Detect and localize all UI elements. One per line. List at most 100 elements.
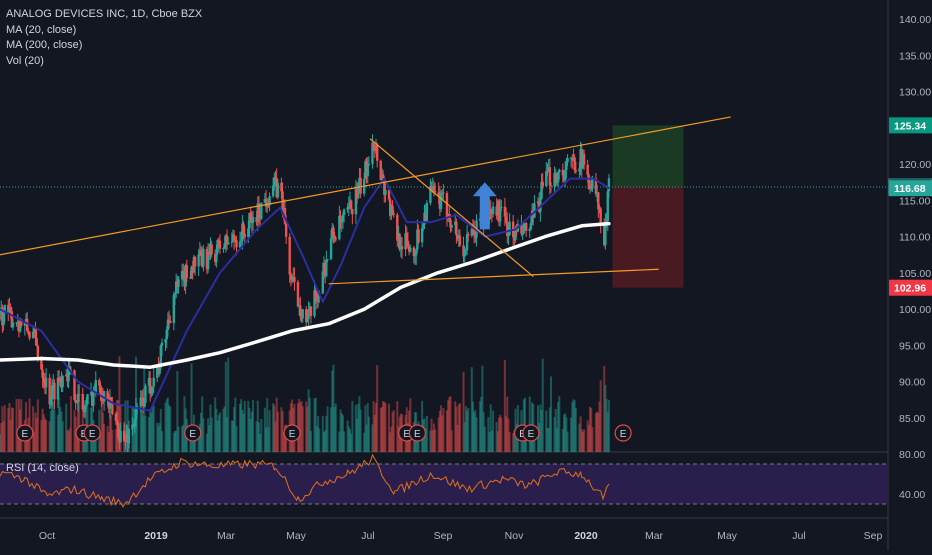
volume-bar [142, 415, 145, 452]
candle-body [247, 228, 250, 238]
candle-body [340, 220, 343, 223]
volume-bar [497, 417, 500, 452]
volume-bar [366, 403, 369, 452]
legend-rsi[interactable]: RSI (14, close) [6, 462, 79, 474]
candle-body [85, 404, 88, 407]
candle-body [276, 183, 280, 198]
candle-body [445, 193, 449, 217]
candle-body [299, 305, 302, 317]
volume-bar [103, 423, 106, 452]
time-tick-label: Sep [434, 530, 453, 542]
candle-body [74, 399, 77, 403]
candle-body [400, 245, 404, 250]
volume-bar [298, 399, 301, 452]
candle-body [396, 214, 399, 241]
volume-bar [545, 410, 548, 452]
volume-bar [207, 418, 210, 452]
volume-bar [470, 367, 473, 452]
candle-body [83, 406, 87, 412]
rsi-band [0, 464, 888, 504]
volume-bar [248, 407, 251, 452]
volume-bar [33, 431, 36, 452]
volume-bar [176, 371, 179, 452]
volume-bar [358, 396, 361, 452]
volume-bar [0, 423, 3, 452]
candle-body [268, 196, 271, 206]
legend-ma20[interactable]: MA (20, close) [6, 23, 77, 36]
candle-body [375, 145, 379, 161]
volume-bar [317, 416, 320, 452]
volume-bar [230, 420, 233, 452]
volume-bar [56, 414, 59, 452]
volume-bar [578, 423, 581, 452]
candle-body [357, 184, 360, 199]
candle-body [541, 181, 544, 187]
candle-body [605, 221, 608, 223]
candle-body [540, 181, 543, 199]
volume-bar [28, 398, 31, 452]
volume-bar [346, 420, 349, 452]
candle-body [27, 330, 30, 332]
legend-symbol[interactable]: ANALOG DEVICES INC, 1D, Cboe BZX [6, 8, 203, 20]
volume-bar [12, 408, 15, 452]
candle-body [288, 236, 291, 275]
legend-ma200[interactable]: MA (200, close) [6, 39, 83, 52]
candle-body [455, 221, 458, 236]
legend-volume[interactable]: Vol (20) [6, 54, 44, 67]
candle-body [36, 345, 40, 359]
volume-bar [36, 399, 39, 452]
earnings-marker [83, 424, 101, 442]
candle-body [341, 215, 345, 221]
volume-bar [449, 396, 452, 452]
volume-bar [168, 405, 171, 452]
price-label-text: 116.68 [894, 183, 926, 195]
candle-body [296, 281, 300, 307]
volume-bar [222, 408, 225, 452]
candle-body [122, 430, 126, 441]
volume-bar [437, 417, 440, 452]
volume-bar [272, 403, 275, 452]
candle-body [48, 377, 51, 405]
candle-body [159, 345, 163, 368]
volume-bar [315, 426, 318, 452]
candle-body [78, 393, 81, 395]
volume-bar [380, 406, 383, 452]
volume-bar [539, 404, 542, 452]
candle-body [23, 322, 27, 326]
volume-bar [462, 371, 465, 452]
candle-body [9, 307, 12, 312]
volume-bar [583, 429, 586, 452]
candle-body [284, 223, 288, 237]
volume-bar [321, 415, 324, 452]
volume-bar [490, 430, 493, 452]
volume-bar [255, 421, 258, 452]
volume-bar [564, 413, 567, 452]
candle-body [127, 429, 131, 444]
candle-body [387, 189, 391, 200]
volume-bar [268, 410, 271, 452]
candle-body [193, 256, 197, 267]
volume-bar [604, 384, 607, 452]
candle-body [0, 312, 2, 314]
volume-bar [43, 418, 46, 452]
candle-body [119, 430, 122, 443]
volume-bar [455, 406, 458, 452]
candle-body [182, 270, 185, 272]
candle-body [165, 329, 168, 340]
volume-bar [505, 416, 508, 452]
time-tick-label: Sep [864, 530, 883, 542]
earnings-marker-label: E [21, 429, 28, 440]
candle-body [158, 367, 161, 374]
time-tick-label: Jul [361, 530, 374, 542]
candle-body [574, 170, 578, 172]
volume-bar [586, 420, 589, 452]
volume-bar [489, 404, 492, 452]
candle-body [507, 234, 510, 237]
volume-bar [147, 417, 150, 452]
candle-body [554, 173, 557, 183]
ma20-line [0, 177, 610, 412]
volume-bar [466, 410, 469, 452]
earnings-marker-label: E [189, 429, 196, 440]
